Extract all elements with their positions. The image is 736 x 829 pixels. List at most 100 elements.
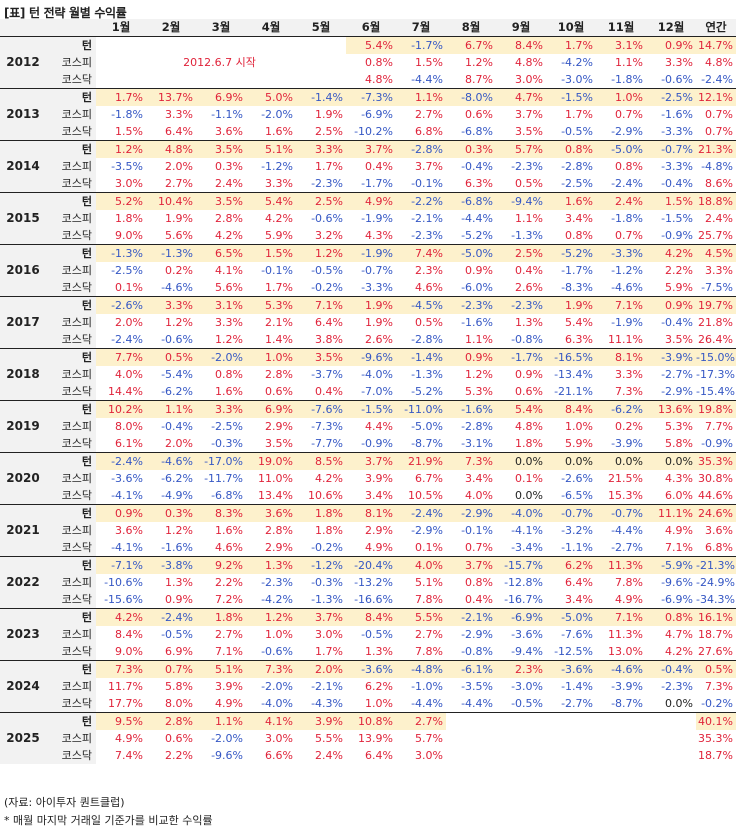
month-cell <box>646 747 696 764</box>
row-kospi: 코스피 -2.5% 0.2% 4.1% -0.1% -0.5% -0.7% 2.3% 0.9% 0… <box>0 262 736 279</box>
month-cell: 1.6% <box>215 524 243 537</box>
row-label: 코스닥 <box>46 175 96 193</box>
month-cell: -2.5% <box>111 264 143 277</box>
year-group-2025: 2025 턴 9.5% 2.8% 1.1% 4.1% 3.9% 10.8% 2.7% 40.1% 코… <box>0 712 736 764</box>
month-cell: 8.1% <box>346 504 396 522</box>
month-cell: 1.2% <box>96 140 146 158</box>
month-cell: 8.4% <box>346 608 396 626</box>
month-cell: -4.2% <box>261 593 293 606</box>
month-cell: 6.1% <box>115 437 143 450</box>
month-cell: -3.6% <box>346 660 396 678</box>
year-label: 2020 <box>0 452 46 505</box>
month-cell: 0.2% <box>615 420 643 433</box>
annual-cell: 18.7% <box>698 749 733 762</box>
month-cell: 0.8% <box>465 576 493 589</box>
month-cell: -2.5% <box>561 177 593 190</box>
month-cell <box>446 747 496 764</box>
month-cell: 4.2% <box>665 645 693 658</box>
month-cell: 10.4% <box>146 192 196 210</box>
year-label: 2015 <box>0 192 46 245</box>
month-cell: 1.1% <box>196 712 246 730</box>
month-cell: -1.0% <box>411 680 443 693</box>
month-cell: 2.5% <box>315 125 343 138</box>
row-label: 코스닥 <box>46 331 96 349</box>
month-cell: 2.7% <box>396 712 446 730</box>
month-cell: -2.9% <box>611 125 643 138</box>
row-label: 코스피 <box>46 314 96 331</box>
year-group-2013: 2013 턴 1.7% 13.7% 6.9% 5.0% -1.4% -7.3% 1.1% -8.0… <box>0 88 736 141</box>
month-cell: -0.4% <box>646 660 696 678</box>
year-group-2017: 2017 턴 -2.6% 3.3% 3.1% 5.3% 7.1% 1.9% -4.5% -2.3%… <box>0 296 736 349</box>
month-cell: -2.3% <box>496 296 546 314</box>
month-cell: 0.0% <box>665 697 693 710</box>
month-cell: 1.1% <box>396 88 446 106</box>
row-kosdaq: 코스닥 1.5% 6.4% 3.6% 1.6% 2.5% -10.2% 6.8% -6.8% 3.… <box>0 123 736 141</box>
column-header: 11월 <box>596 19 646 37</box>
month-cell: -2.7% <box>561 697 593 710</box>
month-cell: -2.3% <box>511 160 543 173</box>
row-kosdaq: 코스닥 -2.4% -0.6% 1.2% 1.4% 3.8% 2.6% -2.8% 1.1% -0… <box>0 331 736 349</box>
month-cell: 0.0% <box>646 452 696 470</box>
row-turn: 2020 턴 -2.4% -4.6% -17.0% 19.0% 8.5% 3.7% 21.9% 7… <box>0 452 736 505</box>
month-cell: -2.9% <box>461 628 493 641</box>
month-cell: -2.3% <box>411 229 443 242</box>
month-cell: 8.4% <box>546 400 596 418</box>
month-cell: -1.3% <box>146 244 196 262</box>
row-turn: 2018 턴 7.7% 0.5% -2.0% 1.0% 3.5% -9.6% -1.4% 0.9%… <box>0 348 736 401</box>
month-cell: -1.1% <box>211 108 243 121</box>
month-cell: 8.1% <box>596 348 646 366</box>
month-cell: -5.0% <box>596 140 646 158</box>
month-cell: 2.3% <box>415 264 443 277</box>
month-cell: 1.1% <box>465 333 493 346</box>
month-cell: -6.0% <box>461 281 493 294</box>
annual-cell: -17.3% <box>696 368 735 381</box>
month-cell: 0.9% <box>165 593 193 606</box>
row-kosdaq: 코스닥 -4.1% -4.9% -6.8% 13.4% 10.6% 3.4% 10.5% 4.0… <box>0 487 736 505</box>
month-cell: 0.6% <box>265 385 293 398</box>
row-label: 코스피 <box>46 522 96 539</box>
month-cell: -2.5% <box>211 420 243 433</box>
month-cell: 0.1% <box>415 541 443 554</box>
month-cell: 3.6% <box>215 125 243 138</box>
month-cell: 3.9% <box>215 680 243 693</box>
month-cell: 1.3% <box>165 576 193 589</box>
month-cell: -2.4% <box>396 504 446 522</box>
row-label: 코스피 <box>46 210 96 227</box>
month-cell: 5.6% <box>215 281 243 294</box>
row-label: 코스닥 <box>46 227 96 245</box>
month-cell: 3.4% <box>565 212 593 225</box>
row-label: 코스닥 <box>46 747 96 764</box>
annual-cell: 40.1% <box>696 712 736 730</box>
month-cell: 4.0% <box>396 556 446 574</box>
month-cell: 1.0% <box>246 348 296 366</box>
row-kosdaq: 코스닥 6.1% 2.0% -0.3% 3.5% -7.7% -0.9% -8.7% -3.1%… <box>0 435 736 453</box>
month-cell: 1.2% <box>165 316 193 329</box>
month-cell: -8.7% <box>411 437 443 450</box>
month-cell: -1.9% <box>361 212 393 225</box>
month-cell: -0.4% <box>461 160 493 173</box>
month-cell: 13.4% <box>258 489 293 502</box>
row-label: 턴 <box>46 296 96 314</box>
month-cell: 0.0% <box>496 452 546 470</box>
annual-cell: 0.5% <box>696 660 736 678</box>
month-cell: -0.1% <box>461 524 493 537</box>
month-cell: -3.3% <box>661 125 693 138</box>
month-cell: 1.2% <box>296 244 346 262</box>
month-cell: 0.0% <box>546 452 596 470</box>
month-cell: 7.3% <box>246 660 296 678</box>
column-header: 3월 <box>196 19 246 37</box>
month-cell: -16.5% <box>546 348 596 366</box>
month-cell: 8.0% <box>165 697 193 710</box>
month-cell: -0.5% <box>361 628 393 641</box>
month-cell: 3.0% <box>515 73 543 86</box>
annual-cell: -34.3% <box>696 593 735 606</box>
annual-cell: 0.7% <box>705 108 733 121</box>
month-cell: -4.4% <box>461 212 493 225</box>
month-cell: 7.7% <box>96 348 146 366</box>
month-cell: 2.8% <box>215 212 243 225</box>
month-cell: 6.7% <box>446 36 496 54</box>
month-cell: 11.3% <box>608 628 643 641</box>
row-label: 턴 <box>46 348 96 366</box>
annual-cell: 35.3% <box>698 732 733 745</box>
row-kospi: 코스피 8.0% -0.4% -2.5% 2.9% -7.3% 4.4% -5.0% -2.8%… <box>0 418 736 435</box>
